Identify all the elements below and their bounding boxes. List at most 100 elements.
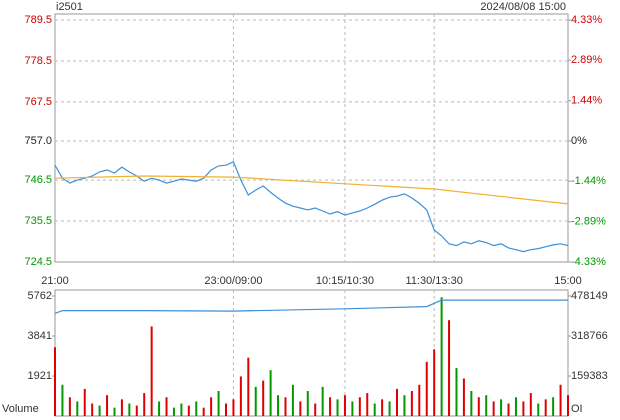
volume-bar (485, 395, 488, 416)
volume-bar (83, 388, 86, 416)
y-tick-label: 3841 (28, 330, 52, 342)
volume-bar (269, 370, 272, 416)
y2-tick-label: 318766 (571, 330, 608, 342)
volume-bar (462, 378, 465, 416)
series-line (54, 175, 569, 205)
volume-bar (106, 395, 109, 416)
volume-bar (165, 397, 168, 416)
volume-bar (232, 399, 235, 416)
y2-label: OI (571, 403, 583, 415)
volume-bar (425, 361, 428, 416)
volume-bar (180, 403, 183, 416)
y-tick-label: 5762 (28, 290, 52, 302)
volume-bar (544, 399, 547, 416)
volume-bar (559, 384, 562, 416)
volume-bar (396, 388, 398, 416)
volume-bar (135, 405, 138, 416)
volume-bar (321, 386, 324, 416)
volume-bar (522, 401, 525, 416)
volume-bar (433, 349, 436, 416)
volume-bar (418, 384, 421, 416)
volume-bar (262, 380, 265, 416)
volume-bar (381, 399, 384, 416)
y2-tick-label: 2.89% (571, 54, 602, 66)
volume-bar (351, 401, 354, 416)
volume-bar (217, 391, 220, 416)
series-line (54, 160, 569, 253)
volume-bar (455, 368, 458, 416)
y-label: Volume (2, 403, 39, 415)
volume-bar (254, 386, 257, 416)
volume-bar (373, 403, 376, 416)
volume-bar (143, 393, 146, 416)
volume-bar (98, 405, 101, 416)
volume-bar (113, 407, 116, 416)
y-tick-label: 767.5 (24, 96, 52, 108)
y-tick-label: 757.0 (24, 135, 52, 147)
volume-bar (343, 395, 346, 416)
volume-bar (410, 391, 413, 416)
volume-bar (247, 357, 250, 416)
volume-bar (492, 401, 495, 416)
volume-bar (336, 399, 339, 416)
x-tick-label: 21:00 (41, 275, 69, 287)
volume-bar (366, 393, 369, 416)
volume-bar (358, 397, 361, 416)
y-tick-label: 746.5 (24, 174, 52, 186)
volume-bar (120, 399, 123, 416)
volume-bar (54, 347, 56, 416)
volume-bar (500, 399, 503, 416)
volume-bar (291, 384, 294, 416)
volume-bar (329, 397, 332, 416)
y-tick-label: 724.5 (24, 256, 52, 268)
volume-bar (388, 401, 391, 416)
volume-bar (202, 407, 205, 416)
y2-tick-label: 4.33% (571, 14, 602, 26)
y-tick-label: 778.5 (24, 55, 52, 67)
volume-bar (61, 384, 64, 416)
x-tick-label: 10:15/10:30 (316, 275, 374, 287)
volume-bar (440, 297, 443, 416)
volume-bar (172, 407, 175, 416)
chart-title: i2501 (56, 1, 83, 13)
y-tick-label: 735.5 (24, 215, 52, 227)
volume-bar (552, 397, 555, 416)
volume-bar (239, 376, 242, 416)
volume-bar (277, 395, 280, 416)
volume-bar (68, 397, 71, 416)
x-tick-label: 23:00/09:00 (204, 275, 262, 287)
x-tick-label: 11:30/13:30 (406, 275, 463, 287)
x-tick-label: 15:00 (554, 275, 582, 287)
y2-tick-label: 1.44% (571, 95, 602, 107)
volume-bar (529, 393, 532, 416)
y2-tick-label: 0% (571, 135, 587, 147)
price-frame (54, 13, 569, 263)
volume-bar (91, 403, 94, 416)
y-tick-label: 789.5 (24, 14, 52, 26)
series-line (54, 299, 568, 314)
volume-bar (284, 397, 287, 416)
y2-tick-label: 159383 (571, 370, 608, 382)
y2-tick-label: -1.44% (571, 175, 606, 187)
volume-bar (314, 403, 317, 416)
y2-tick-label: -2.89% (571, 216, 606, 228)
volume-bar (76, 401, 79, 416)
volume-bar (225, 403, 227, 416)
volume-bar (507, 403, 510, 416)
volume-bar (537, 403, 540, 416)
volume-bar (210, 397, 213, 416)
volume-bar (567, 395, 569, 416)
volume-bar (128, 403, 131, 416)
volume-bar (403, 395, 406, 416)
volume-bar (195, 401, 198, 416)
volume-bar (514, 397, 517, 416)
volume-bar (150, 326, 153, 416)
volume-bar (477, 397, 480, 416)
volume-bar (470, 391, 473, 416)
volume-bar (158, 401, 161, 416)
volume-bar (306, 391, 309, 416)
y2-tick-label: 478149 (571, 290, 608, 302)
y2-tick-label: -4.33% (571, 256, 606, 268)
volume-bar (448, 320, 451, 416)
